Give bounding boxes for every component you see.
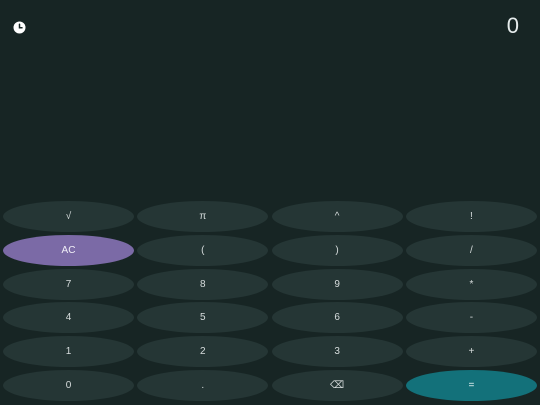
sqrt-button[interactable]: √: [3, 201, 134, 232]
decimal-button[interactable]: .: [137, 369, 269, 401]
digit-4-button[interactable]: 4: [3, 302, 134, 334]
digit-8-button[interactable]: 8: [137, 268, 269, 300]
multiply-button[interactable]: *: [405, 268, 537, 300]
open-paren-button[interactable]: (: [137, 234, 269, 266]
clock-icon: [13, 21, 26, 34]
digit-7-button[interactable]: 7: [3, 268, 134, 300]
digit-6-button[interactable]: 6: [271, 302, 403, 334]
close-paren-button[interactable]: ): [271, 234, 403, 266]
keypad: √ π ^ ! AC ( ) / 7 8 9 * 4 5 6 - 1 2 3 +…: [3, 201, 537, 401]
factorial-button[interactable]: !: [405, 201, 537, 232]
history-button[interactable]: [13, 21, 26, 34]
digit-9-button[interactable]: 9: [271, 268, 403, 300]
digit-0-button[interactable]: 0: [3, 369, 134, 401]
add-button[interactable]: +: [405, 336, 537, 368]
digit-3-button[interactable]: 3: [271, 336, 403, 368]
equals-button[interactable]: =: [405, 369, 537, 401]
digit-5-button[interactable]: 5: [137, 302, 269, 334]
divide-button[interactable]: /: [405, 234, 537, 266]
digit-1-button[interactable]: 1: [3, 336, 134, 368]
power-button[interactable]: ^: [271, 201, 403, 232]
digit-2-button[interactable]: 2: [137, 336, 269, 368]
pi-button[interactable]: π: [137, 201, 269, 232]
subtract-button[interactable]: -: [405, 302, 537, 334]
result-display: 0: [506, 13, 519, 38]
all-clear-button[interactable]: AC: [3, 234, 134, 266]
backspace-button[interactable]: ⌫: [271, 369, 403, 401]
